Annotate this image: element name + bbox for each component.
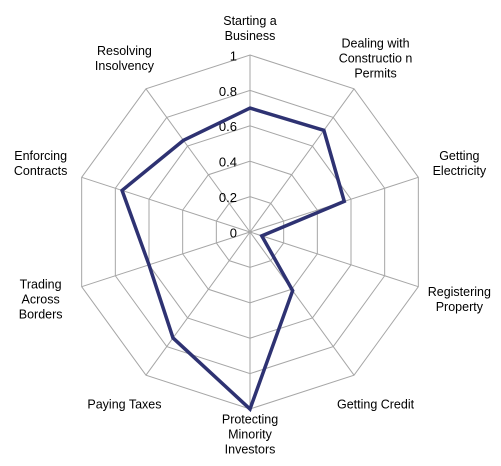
tick-label: 1 (230, 48, 237, 63)
spoke (249, 231, 419, 288)
category-label: Starting a Business (223, 14, 277, 43)
data-line (119, 106, 347, 413)
spoke (249, 88, 355, 233)
tick-label: 0.2 (219, 190, 237, 205)
category-label: Trading Across Borders (18, 277, 63, 322)
category-label: Protecting Minority Investors (221, 412, 279, 457)
category-label: Dealing with Constructio n Permits (338, 36, 413, 81)
category-label: Getting Electricity (432, 148, 487, 178)
spoke (145, 231, 251, 376)
spoke (81, 231, 251, 288)
category-label: Enforcing Contracts (13, 148, 68, 178)
category-label: Resolving Insolvency (94, 44, 154, 74)
spoke (145, 88, 251, 233)
category-label: Paying Taxes (87, 397, 162, 412)
category-label: Getting Credit (336, 397, 415, 412)
tick-label: 0.4 (219, 155, 237, 170)
tick-label: 0.6 (219, 119, 237, 134)
spoke (249, 231, 355, 376)
tick-label: 0.8 (219, 84, 237, 99)
spoke (81, 176, 251, 233)
category-label: Registering Property (427, 285, 491, 315)
tick-label: 0 (230, 225, 237, 240)
